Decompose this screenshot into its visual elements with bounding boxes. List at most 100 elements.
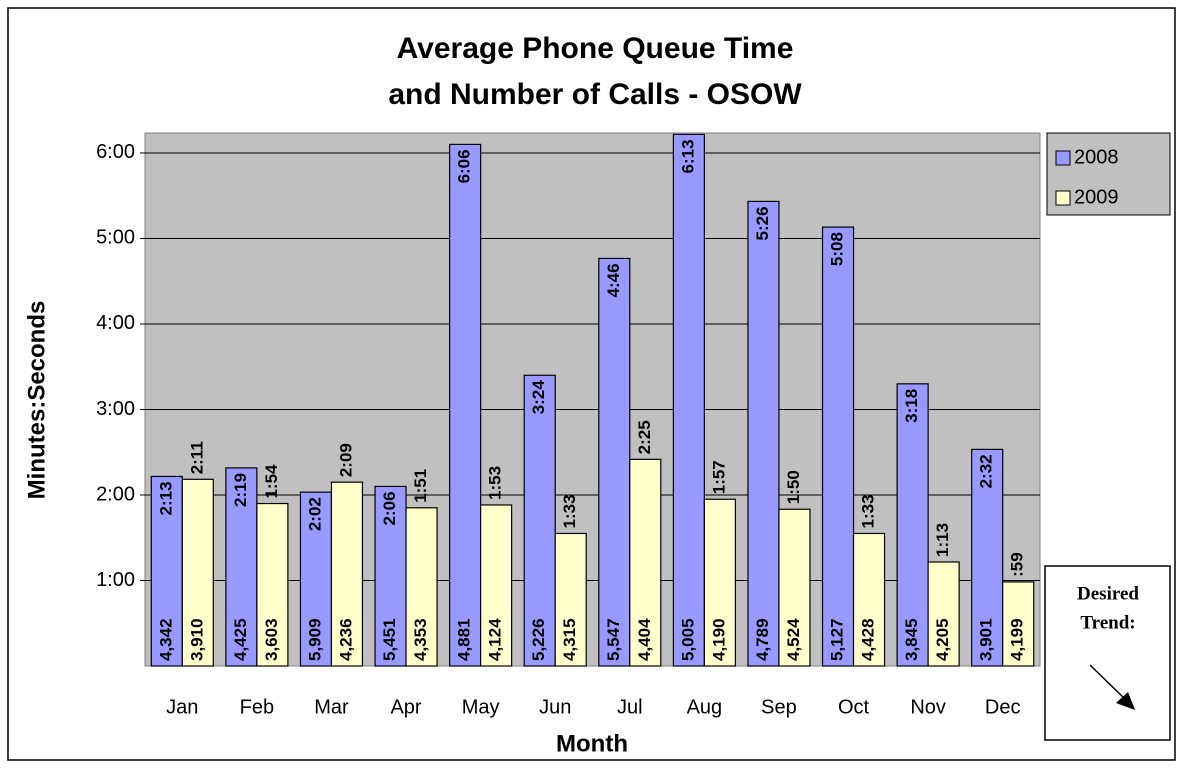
bar [554, 532, 587, 667]
calls-label: 5,005 [678, 618, 697, 661]
x-tick-label: Jun [539, 696, 571, 718]
y-tick-label: 1:00 [96, 569, 135, 591]
bar [181, 478, 214, 667]
calls-label: 4,425 [231, 618, 250, 661]
annotation: Desired [1077, 583, 1139, 604]
y-axis-label: Minutes:Seconds [23, 301, 50, 500]
legend-label: 2009 [1074, 186, 1119, 208]
calls-label: 4,353 [411, 618, 430, 661]
value-label: 1:54 [262, 464, 281, 499]
value-label: 3:18 [902, 389, 921, 423]
calls-label: 4,428 [859, 618, 878, 661]
x-tick-label: Jan [166, 696, 198, 718]
value-label: 6:13 [678, 139, 697, 173]
x-tick-label: Oct [838, 696, 870, 718]
trend-arrowhead [1116, 692, 1135, 710]
value-label: 2:25 [635, 420, 654, 454]
value-label: 5:26 [753, 206, 772, 240]
x-axis-label: Month [556, 730, 628, 757]
x-tick-label: Aug [687, 696, 723, 718]
x-tick-label: Dec [985, 696, 1021, 718]
value-label: 2:02 [305, 497, 324, 531]
bar [598, 257, 631, 667]
value-label: 3:24 [529, 380, 548, 415]
annotation-box [1044, 565, 1171, 741]
bar [778, 508, 811, 667]
value-label: 2:13 [156, 481, 175, 515]
legend-swatch [1055, 150, 1071, 166]
calls-label: 4,205 [933, 618, 952, 661]
value-label: 6:06 [455, 149, 474, 183]
calls-label: 5,451 [380, 618, 399, 661]
value-label: 2:32 [977, 454, 996, 488]
y-tick-label: 3:00 [96, 398, 135, 420]
value-label: 2:09 [336, 443, 355, 477]
calls-label: 5,909 [305, 618, 324, 661]
value-label: 5:08 [828, 232, 847, 266]
calls-label: 4,789 [753, 618, 772, 661]
x-tick-label: Jul [617, 696, 643, 718]
value-label: 2:11 [187, 441, 206, 474]
calls-label: 4,404 [635, 618, 654, 661]
x-tick-label: May [462, 696, 500, 718]
bar [256, 502, 289, 667]
y-tick-label: 5:00 [96, 227, 135, 249]
bar [821, 226, 855, 667]
value-label: 2:06 [380, 491, 399, 525]
calls-label: 4,881 [455, 618, 474, 661]
x-tick-label: Nov [910, 696, 946, 718]
bar [405, 507, 438, 667]
calls-label: 4,342 [156, 618, 175, 661]
bar [1002, 581, 1035, 667]
bar [480, 504, 513, 667]
bar [927, 561, 960, 667]
bar [971, 448, 1004, 667]
chart-title: Average Phone Queue Time [397, 32, 794, 65]
bar [449, 143, 482, 667]
calls-label: 5,127 [828, 618, 847, 661]
chart-title: and Number of Calls - OSOW [388, 78, 802, 111]
x-tick-label: Sep [761, 696, 797, 718]
x-tick-label: Feb [240, 696, 274, 718]
bar [150, 475, 183, 667]
y-tick-label: 6:00 [96, 141, 135, 163]
calls-label: 5,226 [529, 618, 548, 661]
value-label: 1:33 [560, 494, 579, 528]
calls-label: 4,315 [560, 618, 579, 661]
calls-label: 3,845 [902, 618, 921, 661]
bar [374, 485, 407, 667]
bar [299, 491, 333, 667]
bar [330, 481, 364, 667]
calls-label: 4,236 [336, 618, 355, 661]
annotation: Trend: [1080, 612, 1135, 633]
bar [225, 467, 258, 667]
value-label: 1:57 [709, 460, 728, 494]
plot-area [144, 132, 1041, 667]
calls-label: 5,547 [604, 618, 623, 661]
calls-label: 4,190 [709, 618, 728, 661]
bar [896, 383, 929, 667]
x-tick-label: Apr [390, 696, 421, 718]
calls-label: 3,603 [262, 618, 281, 661]
calls-label: 3,901 [977, 618, 996, 661]
value-label: 2:19 [231, 473, 250, 507]
value-label: 1:51 [411, 469, 430, 503]
bar [703, 498, 736, 667]
trend-arrow [1089, 664, 1127, 701]
value-label: 1:33 [859, 494, 878, 528]
x-tick-label: Mar [314, 696, 349, 718]
legend-label: 2008 [1074, 146, 1119, 168]
bar [852, 532, 886, 667]
bar [629, 458, 662, 667]
value-label: :59 [1008, 552, 1027, 577]
calls-label: 4,124 [486, 618, 505, 661]
value-label: 1:53 [486, 466, 505, 500]
calls-label: 3,910 [187, 618, 206, 661]
bar [523, 374, 556, 667]
bar [747, 200, 780, 667]
calls-label: 4,524 [784, 618, 803, 661]
value-label: 1:50 [784, 470, 803, 504]
bar [672, 133, 705, 667]
value-label: 4:46 [604, 263, 623, 297]
